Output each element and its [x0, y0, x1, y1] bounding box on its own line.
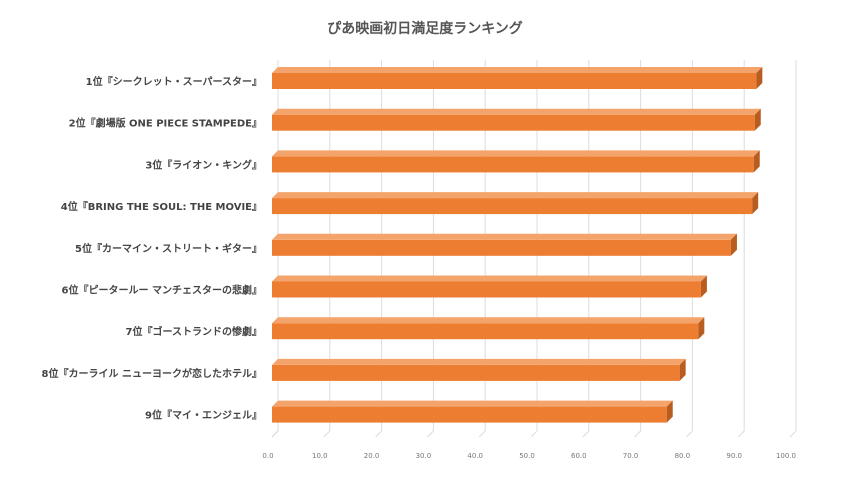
category-label: 9位『マイ・エンジェル』	[145, 409, 262, 422]
bar-side-face	[698, 317, 705, 340]
x-tick-label: 100.0	[776, 452, 796, 460]
gridline-floor	[478, 430, 486, 438]
bar	[272, 156, 754, 173]
x-tick-label: 50.0	[519, 452, 535, 460]
gridline-floor	[323, 430, 331, 438]
gridline-floor	[375, 430, 382, 438]
category-label: 5位『カーマイン・ストリート・ギター』	[75, 242, 262, 255]
bar-side-face	[679, 358, 686, 381]
category-label: 8位『カーライル ニューヨークが恋したホテル』	[42, 367, 262, 380]
x-tick-label: 30.0	[416, 452, 432, 460]
category-label: 2位『劇場版 ONE PIECE STAMPEDE』	[69, 117, 262, 130]
category-label: 7位『ゴーストランドの惨劇』	[126, 325, 262, 338]
x-tick-label: 20.0	[364, 452, 380, 460]
bar	[272, 73, 757, 89]
gridline-floor	[271, 430, 279, 438]
bar	[272, 323, 699, 340]
bar-side-face	[730, 233, 737, 256]
bar	[272, 281, 701, 298]
x-tick-label: 70.0	[623, 452, 639, 460]
x-tick-label: 0.0	[262, 452, 273, 460]
bar-side-face	[756, 67, 763, 89]
x-tick-label: 90.0	[726, 452, 742, 460]
x-tick-label: 10.0	[312, 452, 328, 460]
bar-top-face	[272, 400, 673, 407]
x-tick-label: 60.0	[571, 452, 587, 460]
gridline-floor	[789, 430, 797, 438]
x-tick-label: 40.0	[467, 452, 483, 460]
bar-top-face	[272, 192, 759, 199]
bar-top-face	[272, 150, 760, 157]
gridline-floor	[427, 430, 434, 438]
gridline-floor	[634, 430, 641, 438]
bar-side-face	[752, 192, 759, 215]
bar-top-face	[272, 108, 761, 115]
bar-side-face	[753, 150, 760, 173]
bar-top-face	[272, 358, 686, 365]
gridline-floor	[530, 430, 538, 438]
x-tick-label: 80.0	[675, 452, 691, 460]
gridline-floor	[737, 430, 745, 438]
bar-top-face	[272, 317, 705, 324]
bar-side-face	[754, 108, 761, 131]
bar-top-face	[272, 275, 707, 282]
bar	[272, 114, 755, 131]
bar	[272, 239, 731, 256]
category-label: 4位『BRING THE SOUL: THE MOVIE』	[61, 200, 262, 213]
bar	[272, 198, 753, 215]
category-label: 3位『ライオン・キング』	[145, 158, 262, 171]
bar-top-face	[272, 67, 763, 73]
gridline-floor	[686, 430, 693, 438]
category-label: 6位『ピータールー マンチェスターの悲劇』	[62, 284, 262, 297]
bar-top-face	[272, 233, 737, 240]
bar-side-face	[666, 400, 673, 423]
gridline-floor	[582, 430, 590, 438]
category-label: 1位『シークレット・スーパースター』	[86, 75, 262, 88]
bar-side-face	[700, 275, 707, 298]
bar	[272, 406, 667, 423]
bar	[272, 364, 680, 381]
chart-title: ぴあ映画初日満足度ランキング	[327, 21, 523, 37]
